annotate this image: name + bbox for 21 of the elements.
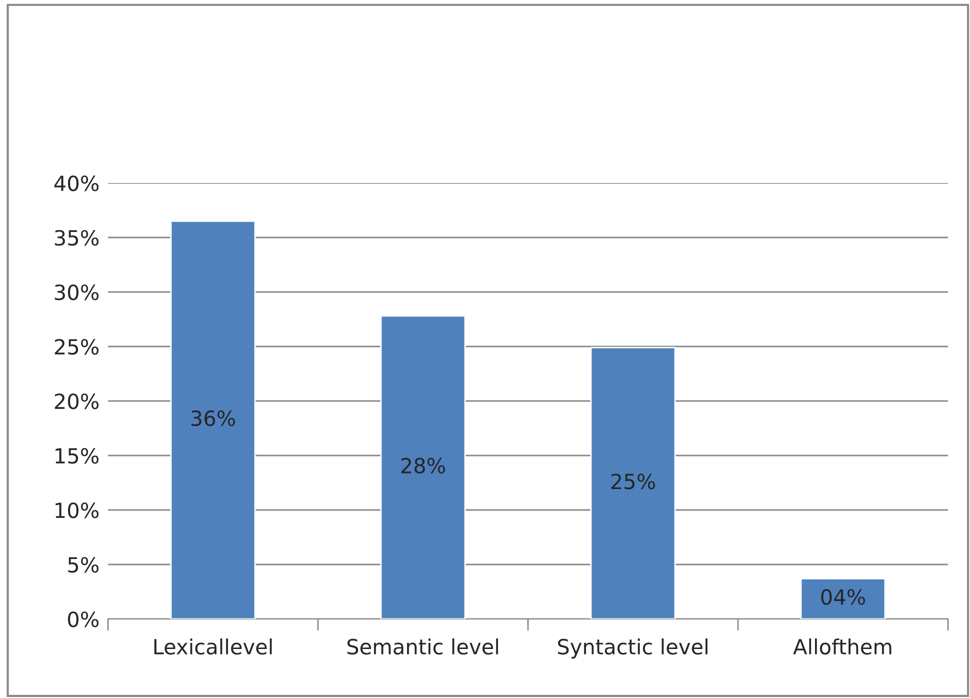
data-label: 28% [401, 458, 446, 474]
data-label: 25% [611, 474, 656, 490]
y-tick-label: 40% [54, 175, 99, 192]
y-tick-label: 15% [56, 448, 99, 464]
bar [380, 315, 466, 619]
x-tick-label: Semantic level [347, 638, 498, 655]
data-label: 04% [821, 589, 866, 605]
y-tick-label: 5% [68, 556, 99, 573]
y-tick-label: 30% [54, 284, 99, 300]
bar [170, 220, 256, 619]
data-label: 36% [191, 410, 236, 426]
bar [800, 578, 886, 619]
x-tick-label: Lexicallevel [154, 638, 272, 655]
y-tick-label: 20% [54, 393, 99, 410]
y-tick-label: 0% [68, 611, 99, 628]
y-tick-label: 10% [56, 502, 99, 518]
x-tick-label: Allofthem [793, 638, 892, 655]
bar [590, 346, 676, 619]
y-tick-label: 25% [54, 338, 99, 355]
x-tick-label: Syntactic level [558, 638, 708, 659]
y-tick-label: 35% [54, 230, 99, 246]
